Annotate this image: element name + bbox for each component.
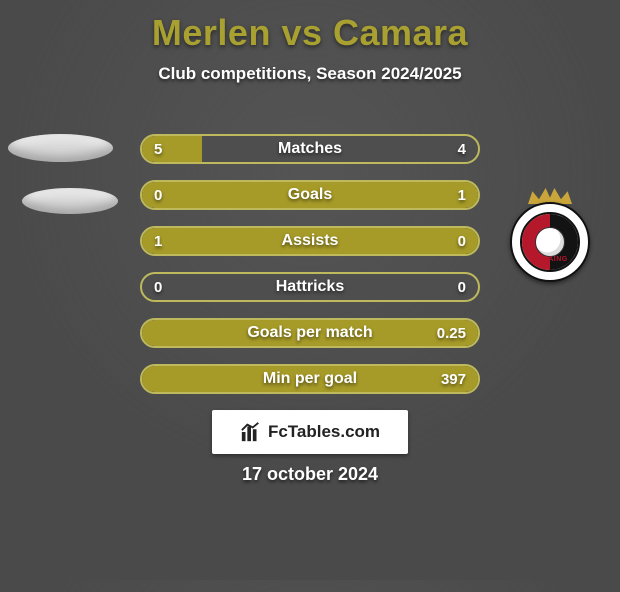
right-team-badge: SERAING [500, 190, 600, 276]
left-player-placeholder-2 [22, 188, 118, 214]
stat-value-left: 1 [154, 228, 162, 254]
stat-label: Matches [142, 136, 478, 162]
date-line: 17 october 2024 [0, 464, 620, 485]
brand-card: FcTables.com [212, 410, 408, 454]
left-player-placeholder-1 [8, 134, 113, 162]
badge-text: SERAING [500, 256, 600, 263]
stat-value-right: 1 [458, 182, 466, 208]
fctables-logo-icon [240, 421, 262, 443]
stat-label: Assists [142, 228, 478, 254]
stat-label: Hattricks [142, 274, 478, 300]
stat-row: Min per goal397 [140, 364, 480, 394]
stat-row: Assists1 0 [140, 226, 480, 256]
stat-value-left: 5 [154, 136, 162, 162]
stat-value-left: 0 [154, 182, 162, 208]
stat-row: Matches5 4 [140, 134, 480, 164]
stat-row: Goals per match0.25 [140, 318, 480, 348]
stat-value-right: 0 [458, 228, 466, 254]
stat-value-right: 0 [458, 274, 466, 300]
page-title: Merlen vs Camara [0, 12, 620, 54]
stat-value-right: 397 [441, 366, 466, 392]
stat-label: Goals [142, 182, 478, 208]
stat-row: Goals0 1 [140, 180, 480, 210]
stat-label: Goals per match [142, 320, 478, 346]
comparison-chart: Matches54Goals01Assists10Hattricks00Goal… [140, 134, 480, 410]
stat-row: Hattricks0 0 [140, 272, 480, 302]
brand-text: FcTables.com [268, 422, 380, 442]
subtitle: Club competitions, Season 2024/2025 [0, 64, 620, 84]
lion-icon [535, 227, 565, 257]
badge-inner [520, 212, 580, 272]
stat-value-right: 4 [458, 136, 466, 162]
stat-label: Min per goal [142, 366, 478, 392]
stat-value-left: 0 [154, 274, 162, 300]
stat-value-right: 0.25 [437, 320, 466, 346]
